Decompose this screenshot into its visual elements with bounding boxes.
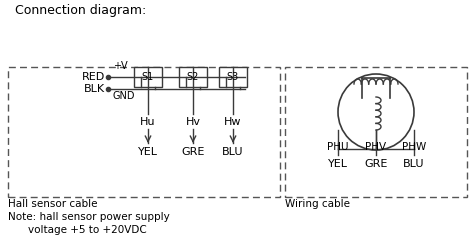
Text: PHV: PHV [365, 142, 387, 152]
Text: Hw: Hw [224, 117, 242, 127]
Text: +V: +V [113, 61, 128, 71]
FancyBboxPatch shape [179, 67, 207, 87]
Text: voltage +5 to +20VDC: voltage +5 to +20VDC [28, 225, 147, 235]
Text: BLU: BLU [403, 159, 425, 169]
Text: PHU: PHU [327, 142, 349, 152]
Text: Note: hall sensor power supply: Note: hall sensor power supply [8, 212, 170, 222]
Text: GRE: GRE [365, 159, 388, 169]
Text: PHW: PHW [402, 142, 426, 152]
Text: RED: RED [82, 72, 105, 82]
Text: BLK: BLK [84, 84, 105, 94]
Text: S1: S1 [142, 72, 154, 82]
Text: Hv: Hv [185, 117, 201, 127]
FancyBboxPatch shape [134, 67, 162, 87]
Text: S2: S2 [187, 72, 199, 82]
Text: Connection diagram:: Connection diagram: [15, 4, 146, 17]
Text: Wiring cable: Wiring cable [285, 199, 350, 209]
Text: GRE: GRE [182, 147, 205, 157]
Text: YEL: YEL [138, 147, 158, 157]
FancyBboxPatch shape [219, 67, 247, 87]
Text: Hu: Hu [140, 117, 156, 127]
Text: BLU: BLU [222, 147, 244, 157]
Text: S3: S3 [227, 72, 239, 82]
Text: YEL: YEL [328, 159, 348, 169]
Text: GND: GND [113, 91, 136, 101]
Text: Hall sensor cable: Hall sensor cable [8, 199, 98, 209]
